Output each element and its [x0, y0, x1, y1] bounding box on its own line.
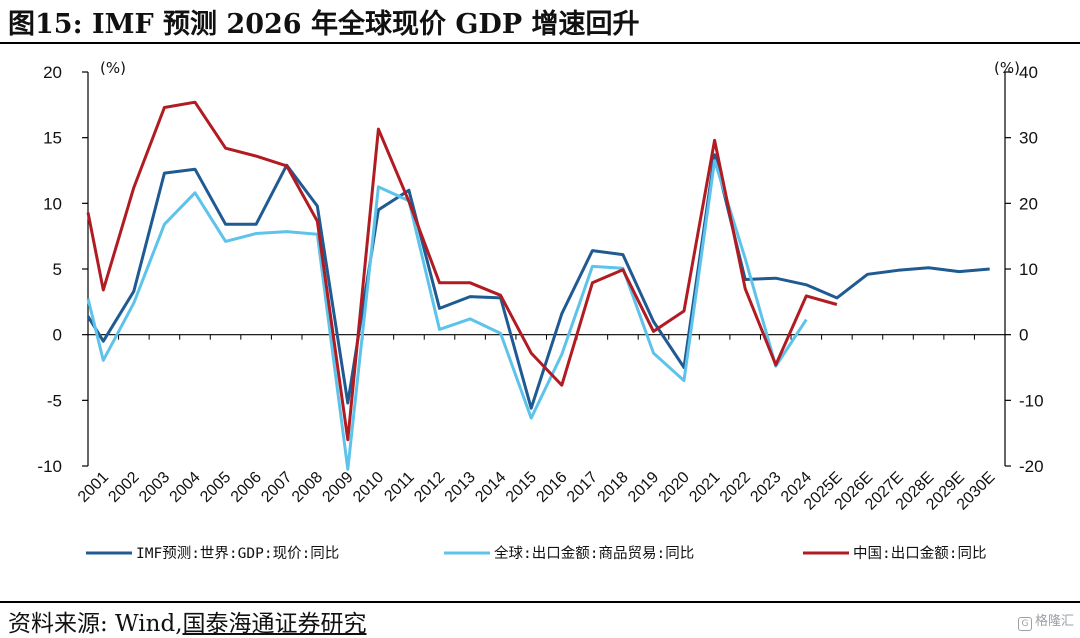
x-tick-label: 2014	[472, 469, 509, 506]
right-tick-label: -10	[1019, 391, 1044, 410]
left-axis-label: (%)	[100, 59, 126, 77]
right-tick-label: 30	[1019, 129, 1038, 148]
x-tick-label: 2015	[503, 469, 540, 506]
legend-label-3: 中国:出口金额:同比	[853, 545, 986, 562]
x-tick-label: 2019	[625, 469, 662, 506]
series-line-2	[86, 159, 808, 471]
watermark-text: 格隆汇	[1034, 614, 1074, 629]
left-tick-label: 0	[53, 326, 62, 345]
x-tick-label: 2004	[167, 469, 204, 506]
x-tick-label: 2002	[105, 469, 142, 506]
x-tick-label: 2010	[350, 469, 387, 506]
series-line-1	[86, 153, 990, 410]
left-tick-label: 20	[43, 63, 62, 82]
x-tick-label: 2017	[564, 469, 601, 506]
right-tick-label: 20	[1019, 194, 1038, 213]
chart-title: 图15: IMF 预测 2026 年全球现价 GDP 增速回升	[8, 9, 640, 40]
left-tick-label: 15	[43, 129, 62, 148]
x-tick-label: 2009	[319, 469, 356, 506]
x-tick-label: 2008	[289, 469, 326, 506]
series-lines	[86, 100, 990, 471]
legend: IMF预测:世界:GDP:现价:同比 全球:出口金额:商品贸易:同比 中国:出口金额…	[86, 544, 986, 562]
x-tick-label: 2013	[442, 469, 479, 506]
right-tick-label: 10	[1019, 260, 1038, 279]
x-tick-label: 2003	[136, 469, 173, 506]
x-tick-label: 2001	[75, 469, 112, 506]
legend-label-1: IMF预测:世界:GDP:现价:同比	[136, 545, 339, 562]
series-line-3	[86, 100, 838, 442]
watermark: G 格隆汇	[1017, 610, 1074, 631]
x-tick-label: 2005	[197, 469, 234, 506]
legend-label-2: 全球:出口金额:商品贸易:同比	[494, 544, 694, 562]
x-tick-label: 2007	[258, 469, 295, 506]
watermark-logo-icon: G	[1017, 617, 1032, 631]
right-tick-label: 40	[1019, 63, 1038, 82]
x-tick-label: 2021	[686, 469, 723, 506]
source-prefix: 资料来源: Wind,	[8, 611, 183, 637]
x-tick-label: 2018	[595, 469, 632, 506]
right-tick-label: 0	[1019, 326, 1028, 345]
right-axis-label: (%)	[994, 59, 1020, 77]
source-note: 资料来源: Wind,国泰海通证券研究	[8, 604, 367, 638]
footer-rule	[0, 601, 1080, 603]
left-tick-label: -5	[47, 391, 62, 410]
left-tick-label: -10	[37, 457, 62, 476]
x-tick-label: 2012	[411, 469, 448, 506]
x-tick-label: 2020	[656, 469, 693, 506]
source-org: 国泰海通证券研究	[182, 611, 367, 637]
left-tick-label: 5	[53, 260, 62, 279]
left-tick-label: 10	[43, 194, 62, 213]
x-tick-label: 2016	[533, 469, 570, 506]
right-tick-label: -20	[1019, 457, 1044, 476]
x-tick-label: 2023	[747, 469, 784, 506]
x-tick-label: 2022	[717, 469, 754, 506]
x-tick-label: 2006	[228, 469, 265, 506]
title-rule	[0, 42, 1080, 44]
x-tick-label: 2011	[381, 469, 417, 505]
